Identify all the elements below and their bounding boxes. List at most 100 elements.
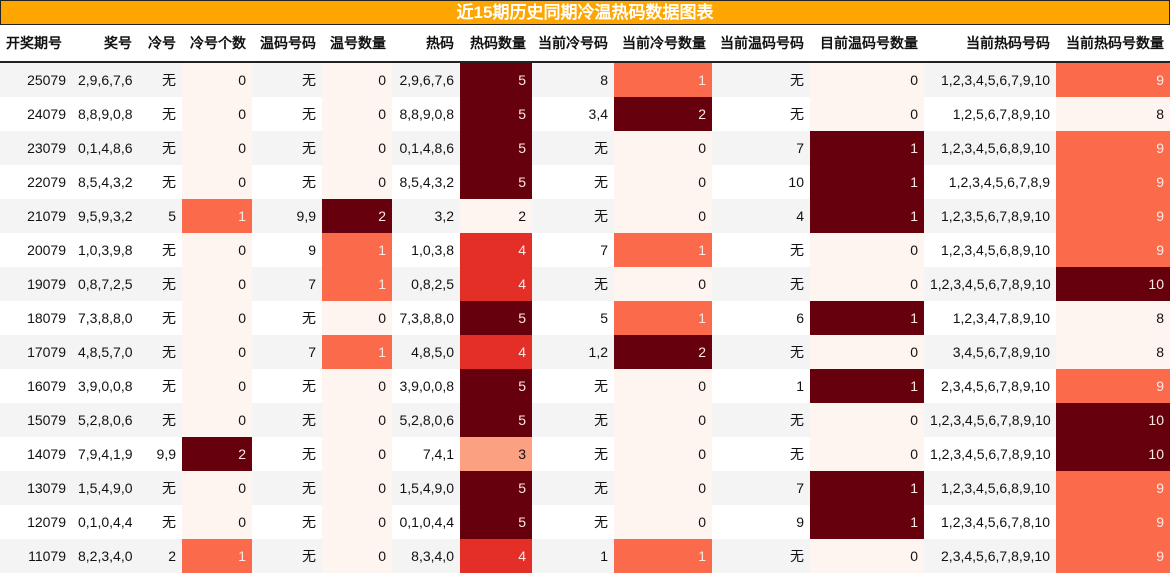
table-cell: 2,3,4,5,6,7,8,9,10 — [924, 539, 1056, 573]
table-cell: 4,8,5,0 — [392, 335, 460, 369]
heat-cell: 5 — [460, 97, 532, 131]
table-cell: 2,9,6,7,6 — [72, 62, 138, 97]
table-cell: 1,2,3,4,5,6,7,9,10 — [924, 62, 1056, 97]
heat-cell: 10 — [1056, 403, 1170, 437]
heat-cell: 10 — [1056, 267, 1170, 301]
column-header[interactable]: 冷号 — [138, 25, 182, 63]
table-cell: 8 — [532, 62, 614, 97]
heat-cell: 0 — [614, 505, 712, 539]
heat-cell: 1 — [614, 62, 712, 97]
table-cell: 0,1,4,8,6 — [392, 131, 460, 165]
table-cell: 9,9 — [252, 199, 322, 233]
table-row: 19079 0,8,7,2,5 无 0 7 1 0,8,2,5 4 无 0 无 0 1,2,3,4,5,… — [0, 267, 1170, 301]
table-cell: 1,2,3,4,5,6,8,9,10 — [924, 471, 1056, 505]
table-cell: 1,0,3,9,8 — [72, 233, 138, 267]
column-header[interactable]: 当前冷号码 — [532, 25, 614, 63]
column-header[interactable]: 当前温码号码 — [712, 25, 810, 63]
table-cell: 7,4,1 — [392, 437, 460, 471]
table-cell: 1,2,3,4,5,6,7,8,9,10 — [924, 267, 1056, 301]
table-cell: 9 — [712, 505, 810, 539]
table-row: 12079 0,1,0,4,4 无 0 无 0 0,1,0,4,4 5 无 0 9 1 1,2,3,4,… — [0, 505, 1170, 539]
column-header[interactable]: 开奖期号 — [0, 25, 72, 63]
table-cell: 无 — [712, 403, 810, 437]
table-cell: 无 — [712, 233, 810, 267]
heat-cell: 0 — [614, 199, 712, 233]
heat-cell: 0 — [810, 97, 924, 131]
table-cell: 7,3,8,8,0 — [392, 301, 460, 335]
heat-cell: 0 — [322, 301, 392, 335]
column-header[interactable]: 奖号 — [72, 25, 138, 63]
table-cell: 19079 — [0, 267, 72, 301]
table-cell: 1,5,4,9,0 — [392, 471, 460, 505]
table-cell: 无 — [138, 267, 182, 301]
heat-cell: 1 — [322, 267, 392, 301]
heat-cell: 8 — [1056, 335, 1170, 369]
heat-cell: 1 — [810, 131, 924, 165]
table-cell: 无 — [138, 301, 182, 335]
table-row: 16079 3,9,0,0,8 无 0 无 0 3,9,0,0,8 5 无 0 1 1 2,3,4,5,… — [0, 369, 1170, 403]
heat-cell: 0 — [322, 471, 392, 505]
table-cell: 无 — [252, 62, 322, 97]
table-cell: 17079 — [0, 335, 72, 369]
table-cell: 0,1,0,4,4 — [72, 505, 138, 539]
table-cell: 21079 — [0, 199, 72, 233]
heat-cell: 0 — [810, 267, 924, 301]
heat-cell: 0 — [810, 62, 924, 97]
heat-cell: 2 — [614, 335, 712, 369]
table-cell: 8,3,4,0 — [392, 539, 460, 573]
heat-cell: 0 — [810, 437, 924, 471]
table-row: 11079 8,2,3,4,0 2 1 无 0 8,3,4,0 4 1 1 无 0 2,3,4,5,6,… — [0, 539, 1170, 573]
table-cell: 1,2,3,4,7,8,9,10 — [924, 301, 1056, 335]
table-cell: 无 — [138, 131, 182, 165]
heat-cell: 0 — [182, 97, 252, 131]
table-row: 21079 9,5,9,3,2 5 1 9,9 2 3,2 2 无 0 4 1 1,2,3,5,6,7,… — [0, 199, 1170, 233]
table-cell: 1,2,3,4,5,6,7,8,9,10 — [924, 437, 1056, 471]
heat-cell: 0 — [182, 131, 252, 165]
heat-cell: 5 — [460, 62, 532, 97]
column-header[interactable]: 热码 — [392, 25, 460, 63]
column-header[interactable]: 当前热码号码 — [924, 25, 1056, 63]
column-header[interactable]: 热码数量 — [460, 25, 532, 63]
heat-cell: 9 — [1056, 505, 1170, 539]
table-cell: 无 — [532, 369, 614, 403]
table-cell: 7,3,8,8,0 — [72, 301, 138, 335]
heat-cell: 4 — [460, 539, 532, 573]
table-row: 20079 1,0,3,9,8 无 0 9 1 1,0,3,8 4 7 1 无 0 1,2,3,4,5,… — [0, 233, 1170, 267]
table-cell: 2,9,6,7,6 — [392, 62, 460, 97]
heat-cell: 5 — [460, 505, 532, 539]
table-cell: 1,2,3,4,5,6,7,8,9 — [924, 165, 1056, 199]
column-header[interactable]: 目前温码号数量 — [810, 25, 924, 63]
table-cell: 15079 — [0, 403, 72, 437]
heat-cell: 0 — [614, 471, 712, 505]
table-cell: 无 — [252, 301, 322, 335]
heat-cell: 3 — [460, 437, 532, 471]
table-cell: 无 — [252, 97, 322, 131]
column-header[interactable]: 温码号码 — [252, 25, 322, 63]
table-cell: 无 — [532, 165, 614, 199]
data-table: 开奖期号 奖号 冷号 冷号个数 温码号码 温号数量 热码 热码数量 当前冷号码 当前冷号数量 当前温… — [0, 25, 1170, 573]
heat-cell: 2 — [460, 199, 532, 233]
column-header[interactable]: 当前冷号数量 — [614, 25, 712, 63]
table-cell: 18079 — [0, 301, 72, 335]
heat-cell: 1 — [810, 471, 924, 505]
table-cell: 2,3,4,5,6,7,8,9,10 — [924, 369, 1056, 403]
table-row: 15079 5,2,8,0,6 无 0 无 0 5,2,8,0,6 5 无 0 无 0 1,2,3,4,… — [0, 403, 1170, 437]
heat-cell: 2 — [182, 437, 252, 471]
heat-cell: 0 — [614, 267, 712, 301]
table-cell: 11079 — [0, 539, 72, 573]
table-cell: 0,8,7,2,5 — [72, 267, 138, 301]
heat-cell: 0 — [182, 335, 252, 369]
heat-cell: 2 — [322, 199, 392, 233]
table-cell: 0,8,2,5 — [392, 267, 460, 301]
table-cell: 3,9,0,0,8 — [72, 369, 138, 403]
heat-cell: 1 — [810, 369, 924, 403]
table-cell: 无 — [712, 62, 810, 97]
heat-cell: 0 — [614, 131, 712, 165]
header-row: 开奖期号 奖号 冷号 冷号个数 温码号码 温号数量 热码 热码数量 当前冷号码 当前冷号数量 当前温… — [0, 25, 1170, 63]
table-cell: 0,1,4,8,6 — [72, 131, 138, 165]
table-cell: 无 — [252, 539, 322, 573]
column-header[interactable]: 当前热码号数量 — [1056, 25, 1170, 63]
column-header[interactable]: 冷号个数 — [182, 25, 252, 63]
column-header[interactable]: 温号数量 — [322, 25, 392, 63]
table-cell: 24079 — [0, 97, 72, 131]
